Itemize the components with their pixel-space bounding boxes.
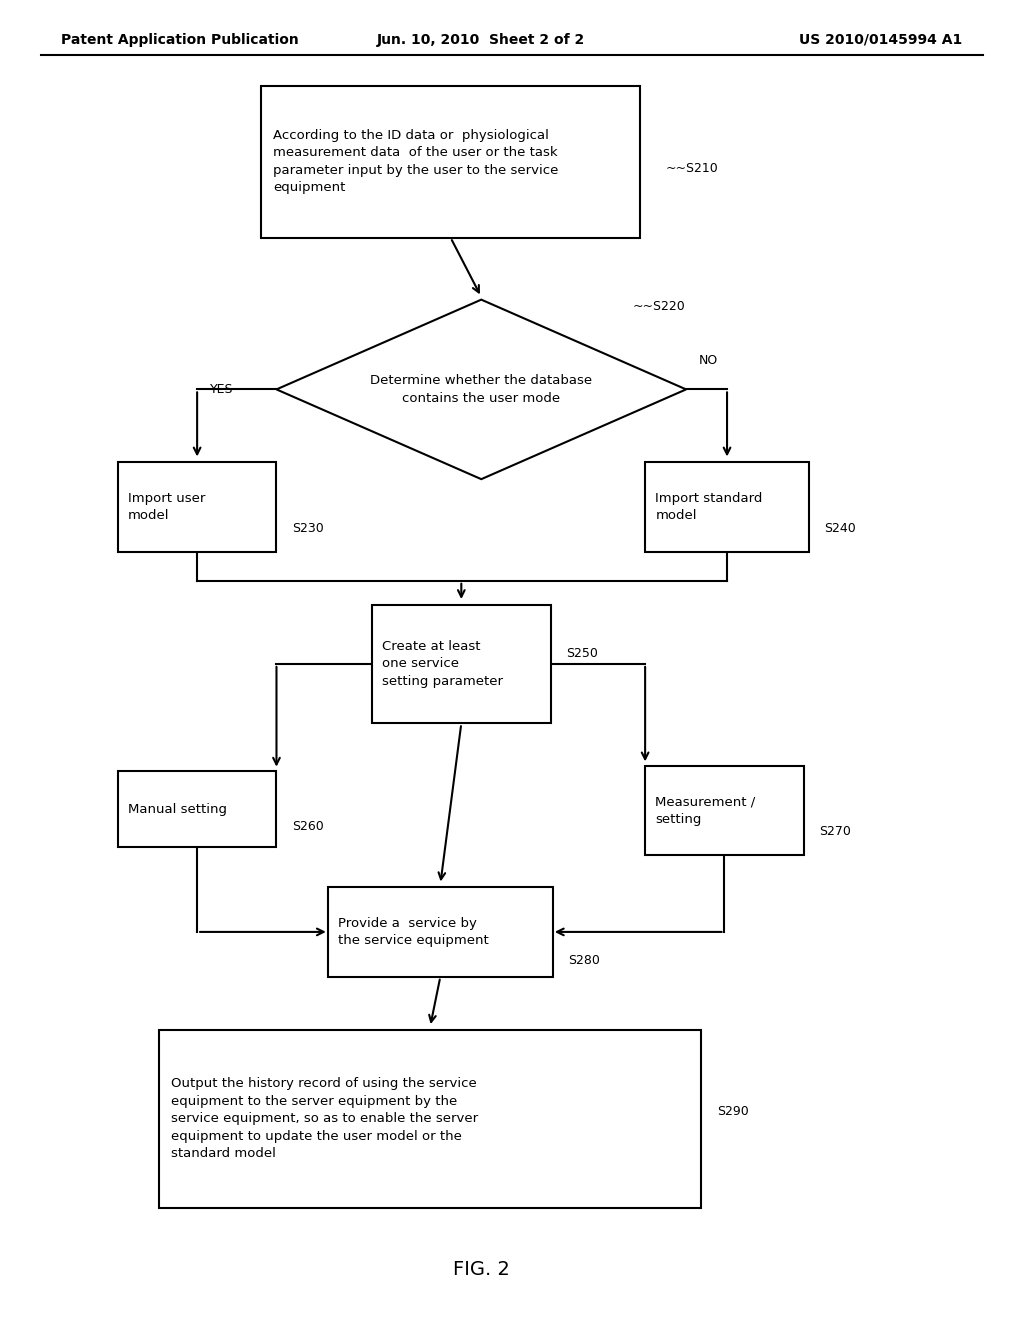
Text: YES: YES [210, 383, 233, 396]
FancyBboxPatch shape [645, 462, 809, 552]
Text: Output the history record of using the service
equipment to the server equipment: Output the history record of using the s… [171, 1077, 478, 1160]
FancyBboxPatch shape [118, 771, 276, 847]
Text: ~~S210: ~~S210 [666, 162, 719, 176]
Text: S260: S260 [292, 820, 324, 833]
FancyBboxPatch shape [118, 462, 276, 552]
Text: Patent Application Publication: Patent Application Publication [61, 33, 299, 46]
Text: S240: S240 [824, 521, 856, 535]
Text: S250: S250 [566, 647, 598, 660]
FancyBboxPatch shape [159, 1030, 701, 1208]
Text: S280: S280 [568, 954, 600, 968]
Text: Jun. 10, 2010  Sheet 2 of 2: Jun. 10, 2010 Sheet 2 of 2 [377, 33, 586, 46]
Text: Provide a  service by
the service equipment: Provide a service by the service equipme… [338, 916, 488, 948]
Text: US 2010/0145994 A1: US 2010/0145994 A1 [800, 33, 963, 46]
FancyBboxPatch shape [328, 887, 553, 977]
Text: S270: S270 [819, 825, 851, 838]
Text: Measurement /
setting: Measurement / setting [655, 795, 756, 826]
FancyBboxPatch shape [645, 766, 804, 855]
FancyBboxPatch shape [372, 605, 551, 723]
Text: Manual setting: Manual setting [128, 803, 227, 816]
Text: ~~S220: ~~S220 [633, 300, 686, 313]
Text: NO: NO [698, 354, 718, 367]
Text: S290: S290 [717, 1105, 749, 1118]
Text: S230: S230 [292, 521, 324, 535]
FancyBboxPatch shape [261, 86, 640, 238]
Text: According to the ID data or  physiological
measurement data  of the user or the : According to the ID data or physiologica… [273, 129, 559, 194]
Polygon shape [276, 300, 686, 479]
Text: FIG. 2: FIG. 2 [453, 1261, 510, 1279]
Text: Import user
model: Import user model [128, 491, 206, 523]
Text: Determine whether the database
contains the user mode: Determine whether the database contains … [371, 374, 592, 405]
Text: Import standard
model: Import standard model [655, 491, 763, 523]
Text: Create at least
one service
setting parameter: Create at least one service setting para… [382, 640, 503, 688]
